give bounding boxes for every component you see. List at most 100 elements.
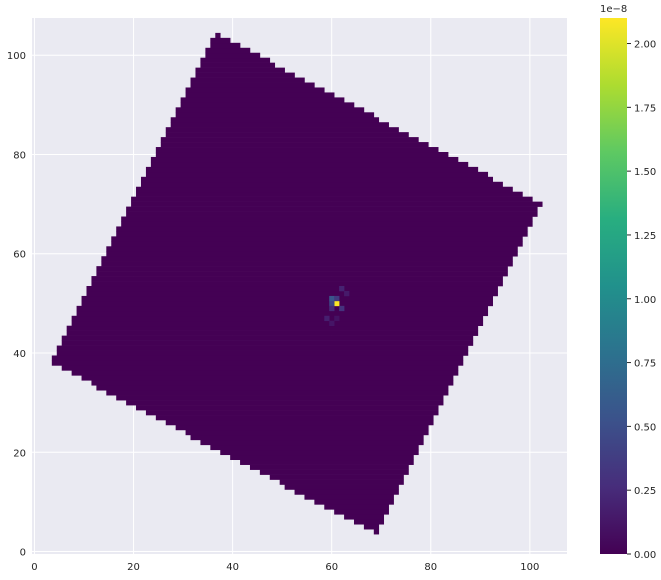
heatmap-row-segment — [220, 449, 419, 456]
heatmap-row-segment — [140, 176, 493, 183]
heatmap-row-segment — [344, 514, 385, 520]
heatmap-row-segment — [101, 256, 513, 262]
heatmap-row-segment — [175, 112, 375, 118]
colorbar-tick-label: 0.25 — [634, 486, 656, 497]
heatmap-row-segment — [86, 286, 498, 292]
heatmap-cell — [329, 320, 335, 327]
heatmap-row-segment — [200, 439, 424, 446]
heatmap-row-segment — [175, 107, 365, 113]
heatmap-row-segment — [230, 454, 414, 461]
heatmap-row-segment — [81, 300, 493, 307]
heatmap-row-segment — [111, 241, 523, 247]
heatmap-row-segment — [56, 345, 469, 351]
heatmap-row-segment — [101, 261, 513, 267]
heatmap-row-segment — [51, 355, 464, 361]
heatmap-row-segment — [96, 385, 449, 391]
heatmap-row-segment — [185, 429, 429, 436]
heatmap-row-segment — [185, 92, 335, 98]
heatmap-row-segment — [71, 370, 459, 376]
heatmap-row-segment — [210, 444, 419, 451]
heatmap-row-segment — [145, 410, 439, 416]
heatmap-row-segment — [294, 489, 399, 495]
heatmap-row-segment — [165, 127, 399, 133]
colorbar-tick-label: 1.00 — [634, 295, 656, 306]
heatmap-row-segment — [190, 77, 305, 83]
heatmap-row-segment — [96, 266, 508, 272]
heatmap-row-segment — [126, 400, 444, 406]
heatmap-row-segment — [121, 216, 533, 222]
heatmap-row-segment — [165, 132, 409, 138]
x-axis-ticks: 0 20 40 60 80 100 — [31, 562, 539, 573]
heatmap-cell — [344, 290, 350, 297]
heatmap-row-segment — [240, 459, 414, 465]
heatmap-row-segment — [91, 281, 503, 287]
heatmap-row-segment — [136, 191, 523, 197]
heatmap-row-segment — [180, 97, 345, 103]
heatmap-row-segment — [215, 32, 221, 39]
heatmap-row-segment — [126, 211, 538, 217]
heatmap-row-segment — [61, 335, 474, 341]
heatmap-row-segment — [170, 122, 389, 128]
x-tick-label: 60 — [325, 562, 338, 573]
heatmap-row-segment — [131, 201, 543, 207]
heatmap-row-segment — [136, 405, 439, 411]
x-tick-label: 80 — [424, 562, 437, 573]
heatmap-row-segment — [131, 196, 533, 202]
heatmap-cell — [324, 315, 330, 322]
y-tick-label: 80 — [13, 150, 26, 161]
heatmap-row-segment — [66, 325, 479, 331]
heatmap-row-segment — [91, 380, 454, 386]
heatmap-row-segment — [140, 181, 503, 188]
heatmap-row-segment — [165, 420, 434, 426]
heatmap-row-segment — [86, 290, 498, 297]
heatmap-row-segment — [200, 57, 271, 63]
y-axis-ticks: 0 20 40 60 80 100 — [7, 51, 26, 558]
heatmap-row-segment — [210, 42, 241, 49]
heatmap-row-segment — [145, 166, 479, 173]
heatmap-row-segment — [61, 365, 459, 371]
heatmap-row-segment — [190, 82, 315, 88]
heatmap-row-segment — [269, 474, 404, 480]
y-tick-label: 20 — [13, 448, 26, 459]
heatmap-row-segment — [76, 305, 489, 312]
heatmap-row-segment — [210, 37, 231, 44]
colorbar-tick-label: 0.75 — [634, 359, 656, 370]
colorbar-tick-label: 0.50 — [634, 422, 656, 433]
heatmap-row-segment — [155, 152, 449, 158]
colorbar-tick-label: 1.75 — [634, 103, 656, 114]
y-tick-label: 100 — [7, 51, 26, 62]
heatmap-row-segment — [373, 529, 380, 535]
heatmap-row-segment — [185, 87, 325, 93]
heatmap-row-segment — [71, 315, 484, 322]
colorbar-tick-label: 0.00 — [634, 550, 656, 561]
heatmap-row-segment — [66, 330, 479, 336]
heatmap-row-segment — [249, 464, 409, 470]
heatmap-row-segment — [81, 375, 454, 381]
heatmap-row-segment — [195, 67, 285, 73]
heatmap-row-segment — [106, 246, 518, 252]
colorbar-ticks: 0.00 0.25 0.50 0.75 1.00 1.25 1.50 1.75 2.00 — [627, 40, 656, 561]
heatmap-row-segment — [106, 251, 518, 257]
heatmap-cell — [334, 295, 340, 302]
heatmap-row-segment — [304, 494, 394, 500]
heatmap-row-segment — [363, 524, 380, 530]
x-tick-label: 40 — [226, 562, 239, 573]
heatmap-cell — [329, 295, 335, 302]
y-tick-label: 60 — [13, 250, 26, 261]
heatmap-row-segment — [61, 340, 474, 346]
x-tick-label: 0 — [31, 562, 37, 573]
heatmap-row-segment — [259, 469, 409, 475]
x-tick-label: 100 — [520, 562, 539, 573]
heatmap-row-segment — [170, 117, 380, 123]
heatmap-row-segment — [111, 236, 523, 242]
colorbar-tick-label: 1.50 — [634, 167, 656, 178]
heatmap-row-segment — [116, 231, 528, 237]
heatmap-row-segment — [205, 52, 261, 59]
heatmap-row-segment — [76, 310, 489, 317]
heatmap-row-segment — [136, 186, 513, 193]
heatmap-row-segment — [116, 395, 444, 401]
heatmap-row-segment — [150, 156, 459, 163]
x-tick-label: 20 — [127, 562, 140, 573]
heatmap-row-segment — [175, 424, 429, 431]
